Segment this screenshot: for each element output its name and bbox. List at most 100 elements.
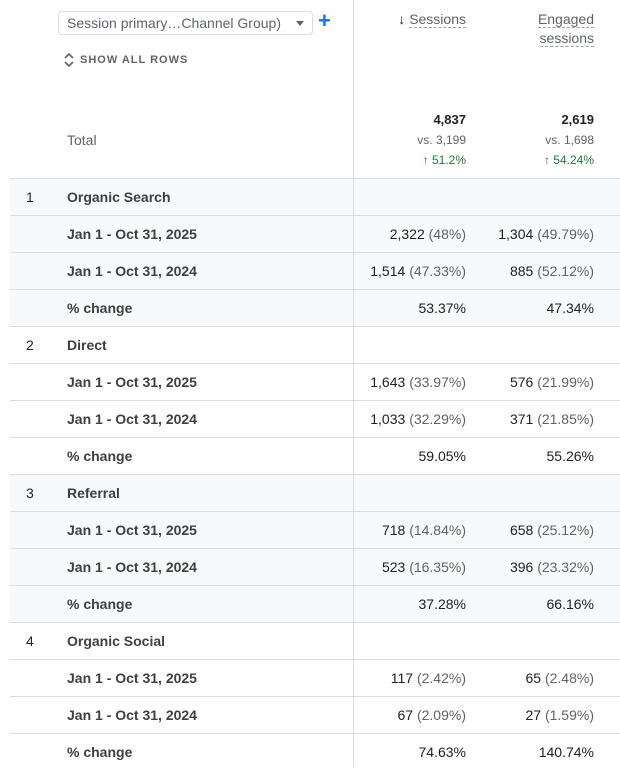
table-row: % change 74.63% 140.74% <box>10 733 620 770</box>
engaged-cell: 396 (23.32%) <box>510 559 594 575</box>
group-row[interactable]: 2 Direct <box>10 326 620 363</box>
total-sessions: 4,837 vs. 3,199 ↑ 51.2% <box>417 110 466 170</box>
row-label: % change <box>67 300 133 316</box>
table-row: Jan 1 - Oct 31, 2025 1,643 (33.97%) 576 … <box>10 363 620 400</box>
table-row: Jan 1 - Oct 31, 2024 1,514 (47.33%) 885 … <box>10 252 620 289</box>
row-index: 4 <box>26 633 34 649</box>
sessions-value: 74.63% <box>418 744 466 760</box>
sessions-percent: (32.29%) <box>409 411 466 427</box>
channel-name: Referral <box>67 485 120 501</box>
engaged-value: 576 <box>509 374 534 390</box>
sessions-cell: 1,033 (32.29%) <box>370 411 466 427</box>
engaged-value: 47.34% <box>546 300 594 316</box>
table-row: Jan 1 - Oct 31, 2024 67 (2.09%) 27 (1.59… <box>10 696 620 733</box>
group-row[interactable]: 1 Organic Search <box>10 178 620 215</box>
sessions-value: 1,514 <box>370 263 406 279</box>
sessions-cell: 37.28% <box>419 596 466 612</box>
channel-name: Organic Search <box>67 189 171 205</box>
row-label: Jan 1 - Oct 31, 2025 <box>67 670 197 686</box>
row-label: % change <box>67 744 133 760</box>
row-label: Jan 1 - Oct 31, 2024 <box>67 707 197 723</box>
table-row: Jan 1 - Oct 31, 2024 523 (16.35%) 396 (2… <box>10 548 620 585</box>
table-row: Jan 1 - Oct 31, 2024 1,033 (32.29%) 371 … <box>10 400 620 437</box>
sessions-percent: (48%) <box>428 226 466 242</box>
row-label: Jan 1 - Oct 31, 2024 <box>67 559 197 575</box>
engaged-percent: (25.12%) <box>537 522 594 538</box>
row-label: Jan 1 - Oct 31, 2024 <box>67 411 197 427</box>
total-compare: vs. 1,698 <box>545 133 594 147</box>
engaged-value: 65 <box>525 670 542 686</box>
table-row: % change 37.28% 66.16% <box>10 585 620 622</box>
engaged-value: 66.16% <box>546 596 594 612</box>
table-body: 1 Organic Search Jan 1 - Oct 31, 2025 2,32… <box>10 178 620 770</box>
sessions-percent: (2.09%) <box>416 707 466 723</box>
sessions-value: 67 <box>397 707 414 723</box>
total-engaged: 2,619 vs. 1,698 ↑ 54.24% <box>544 110 594 170</box>
sessions-value: 37.28% <box>418 596 466 612</box>
engaged-value: 396 <box>509 559 534 575</box>
engaged-cell: 27 (1.59%) <box>526 707 595 723</box>
row-label: % change <box>67 596 133 612</box>
show-all-rows-button[interactable]: SHOW ALL ROWS <box>64 53 188 67</box>
sessions-value: 53.37% <box>418 300 466 316</box>
total-label: Total <box>67 132 97 148</box>
engaged-value: 1,304 <box>498 226 534 242</box>
row-label: Jan 1 - Oct 31, 2025 <box>67 226 197 242</box>
sessions-cell: 59.05% <box>419 448 466 464</box>
table-row: Jan 1 - Oct 31, 2025 718 (14.84%) 658 (2… <box>10 511 620 548</box>
engaged-value: 658 <box>509 522 534 538</box>
engaged-cell: 47.34% <box>547 300 594 316</box>
total-value: 2,619 <box>561 112 594 127</box>
row-index: 3 <box>26 485 34 501</box>
engaged-cell: 658 (25.12%) <box>510 522 594 538</box>
sessions-percent: (33.97%) <box>409 374 466 390</box>
engaged-value: 55.26% <box>546 448 594 464</box>
sessions-header-label: Sessions <box>409 11 466 28</box>
row-label: % change <box>67 448 133 464</box>
sessions-value: 59.05% <box>418 448 466 464</box>
row-index: 2 <box>26 337 34 353</box>
sessions-value: 1,033 <box>370 411 406 427</box>
total-compare: vs. 3,199 <box>417 133 466 147</box>
engaged-percent: (21.85%) <box>537 411 594 427</box>
engaged-cell: 885 (52.12%) <box>510 263 594 279</box>
table-row: Jan 1 - Oct 31, 2025 117 (2.42%) 65 (2.4… <box>10 659 620 696</box>
sessions-cell: 67 (2.09%) <box>398 707 467 723</box>
group-row[interactable]: 3 Referral <box>10 474 620 511</box>
engaged-value: 371 <box>509 411 534 427</box>
dimension-dropdown[interactable]: Session primary…Channel Group) <box>58 11 313 35</box>
sessions-cell: 718 (14.84%) <box>382 522 466 538</box>
engaged-percent: (2.48%) <box>544 670 594 686</box>
total-change: ↑ 51.2% <box>422 153 466 167</box>
sessions-percent: (2.42%) <box>416 670 466 686</box>
total-change: ↑ 54.24% <box>543 153 594 167</box>
table-row: Jan 1 - Oct 31, 2025 2,322 (48%) 1,304 (… <box>10 215 620 252</box>
engaged-percent: (23.32%) <box>537 559 594 575</box>
engaged-header-line2: sessions <box>539 30 594 47</box>
engaged-percent: (1.59%) <box>544 707 594 723</box>
channel-name: Organic Social <box>67 633 166 649</box>
sessions-value: 523 <box>381 559 406 575</box>
table-header: Session primary…Channel Group) + SHOW AL… <box>0 0 620 178</box>
engaged-sessions-column-header[interactable]: Engaged sessions <box>537 10 594 48</box>
sessions-cell: 523 (16.35%) <box>382 559 466 575</box>
engaged-header-line1: Engaged <box>537 11 594 28</box>
engaged-percent: (52.12%) <box>537 263 594 279</box>
sessions-column-header[interactable]: ↓ Sessions <box>398 10 466 29</box>
arrow-down-icon: ↓ <box>398 11 406 27</box>
row-index: 1 <box>26 189 34 205</box>
sessions-value: 1,643 <box>370 374 406 390</box>
engaged-value: 140.74% <box>538 744 594 760</box>
dimension-label: Session primary…Channel Group) <box>67 15 281 31</box>
engaged-cell: 55.26% <box>547 448 594 464</box>
caret-down-icon <box>296 20 304 26</box>
sessions-cell: 74.63% <box>419 744 466 760</box>
sessions-percent: (16.35%) <box>409 559 466 575</box>
group-row[interactable]: 4 Organic Social <box>10 622 620 659</box>
channel-name: Direct <box>67 337 107 353</box>
sessions-cell: 1,514 (47.33%) <box>370 263 466 279</box>
sessions-percent: (14.84%) <box>409 522 466 538</box>
sessions-cell: 53.37% <box>419 300 466 316</box>
add-dimension-button[interactable]: + <box>318 8 331 33</box>
row-label: Jan 1 - Oct 31, 2024 <box>67 263 197 279</box>
